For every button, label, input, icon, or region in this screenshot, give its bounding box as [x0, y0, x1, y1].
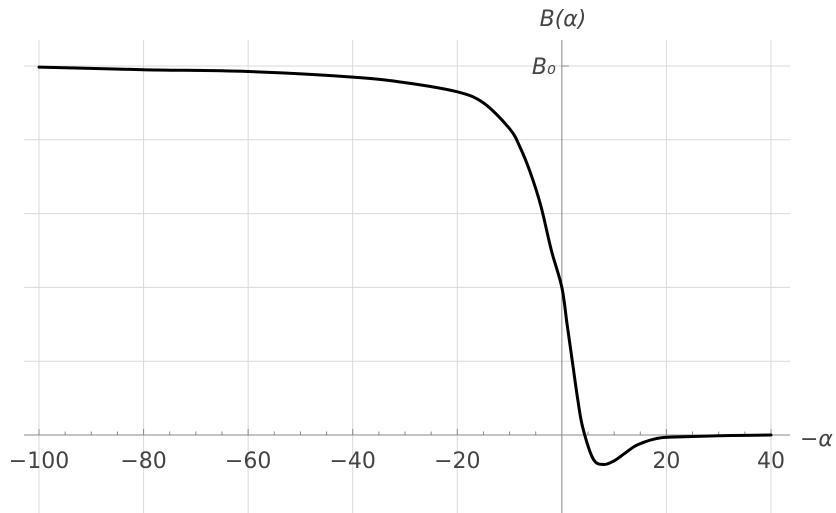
- x-tick-label-3: −40: [329, 449, 375, 474]
- grid: [24, 40, 790, 513]
- y-axis-label: B(α): [540, 7, 587, 32]
- x-tick-label-4: −20: [434, 449, 480, 474]
- series-layer: [37, 65, 773, 467]
- tick-labels: −100 −80 −60 −40 −20 20 40 B₀: [9, 55, 785, 474]
- series-line-0: [37, 65, 773, 467]
- y-tick-label-0: B₀: [532, 55, 556, 80]
- x-tick-label-6: 20: [652, 449, 680, 474]
- x-tick-label-0: −100: [9, 449, 69, 474]
- ticks: [38, 65, 772, 435]
- axes: [24, 40, 790, 513]
- x-axis-label: −α: [800, 427, 833, 452]
- x-tick-label-2: −60: [225, 449, 271, 474]
- x-tick-label-7: 40: [757, 449, 785, 474]
- x-tick-label-1: −80: [120, 449, 166, 474]
